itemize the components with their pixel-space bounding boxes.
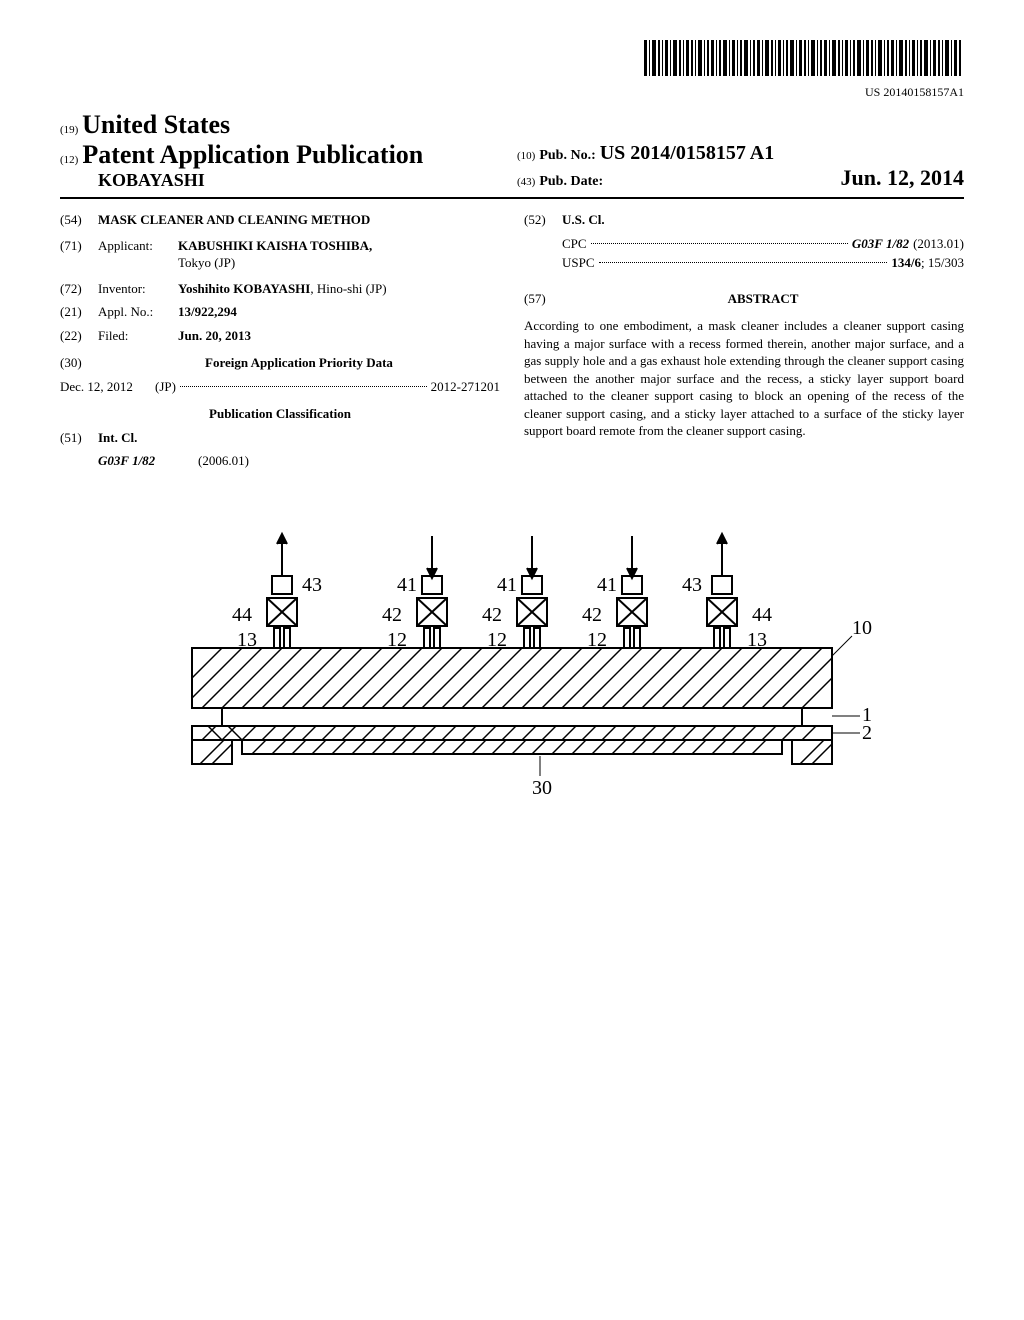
inventor-code: (72) xyxy=(60,280,98,298)
pub-class-heading: Publication Classification xyxy=(60,405,500,423)
inventor-label: Inventor: xyxy=(98,280,178,298)
filed-label: Filed: xyxy=(98,327,178,345)
fig-label: 44 xyxy=(752,604,772,626)
fig-label: 42 xyxy=(382,604,402,626)
invention-title: MASK CLEANER AND CLEANING METHOD xyxy=(98,211,370,229)
pub-date: Jun. 12, 2014 xyxy=(841,165,964,191)
filed-code: (22) xyxy=(60,327,98,345)
intcl-code: (51) xyxy=(60,429,98,447)
publication-type: Patent Application Publication xyxy=(82,140,423,169)
foreign-country: (JP) xyxy=(155,378,176,396)
dotted-line xyxy=(599,262,888,263)
appl-label: Appl. No.: xyxy=(98,303,178,321)
pub-no: US 2014/0158157 A1 xyxy=(600,142,774,164)
fig-label: 12 xyxy=(587,629,607,651)
barcode-icon xyxy=(644,40,964,76)
fig-label: 10 xyxy=(852,617,872,639)
uscl-code: (52) xyxy=(524,211,562,229)
fig-label: 30 xyxy=(532,777,552,799)
dotted-line xyxy=(591,243,848,244)
foreign-no: 2012-271201 xyxy=(431,378,500,396)
header-row: (19) United States (12) Patent Applicati… xyxy=(60,110,964,199)
fig-label: 42 xyxy=(482,604,502,626)
fig-label: 43 xyxy=(302,574,322,596)
appl-no: 13/922,294 xyxy=(178,303,500,321)
applicant-location: Tokyo (JP) xyxy=(178,255,235,270)
uspc-label: USPC xyxy=(562,254,595,272)
fig-label: 43 xyxy=(682,574,702,596)
uspc-value: 134/6 xyxy=(891,254,921,272)
inventor-location: , Hino-shi (JP) xyxy=(310,281,386,296)
intcl-label: Int. Cl. xyxy=(98,429,137,447)
applicant-name: KABUSHIKI KAISHA TOSHIBA, xyxy=(178,238,372,253)
uscl-label: U.S. Cl. xyxy=(562,211,605,229)
barcode-number: US 20140158157A1 xyxy=(60,85,964,100)
foreign-date: Dec. 12, 2012 xyxy=(60,378,155,396)
left-column: (54) MASK CLEANER AND CLEANING METHOD (7… xyxy=(60,211,500,476)
cpc-year: (2013.01) xyxy=(913,235,964,253)
uspc-extra: ; 15/303 xyxy=(921,254,964,272)
abstract-text: According to one embodiment, a mask clea… xyxy=(524,317,964,440)
fig-label: 12 xyxy=(487,629,507,651)
pub-no-label: Pub. No.: xyxy=(539,148,595,163)
fig-label: 42 xyxy=(582,604,602,626)
appl-code: (21) xyxy=(60,303,98,321)
right-column: (52) U.S. Cl. CPC G03F 1/82 (2013.01) US… xyxy=(524,211,964,476)
fig-label: 20 xyxy=(862,722,872,744)
abstract-label: ABSTRACT xyxy=(562,290,964,308)
fig-label: 44 xyxy=(232,604,252,626)
content-columns: (54) MASK CLEANER AND CLEANING METHOD (7… xyxy=(60,211,964,476)
intcl-class: G03F 1/82 xyxy=(98,452,198,470)
fig-label: 13 xyxy=(237,629,257,651)
cpc-label: CPC xyxy=(562,235,587,253)
foreign-heading: Foreign Application Priority Data xyxy=(98,354,500,372)
patent-figure: 43 41 41 41 43 44 42 42 42 44 13 12 12 1… xyxy=(152,516,872,836)
intcl-year: (2006.01) xyxy=(198,452,249,470)
country-name: United States xyxy=(82,110,230,139)
inventor-name: Yoshihito KOBAYASHI xyxy=(178,281,310,296)
applicant-label: Applicant: xyxy=(98,237,178,272)
filed-date: Jun. 20, 2013 xyxy=(178,327,500,345)
fig-label: 12 xyxy=(387,629,407,651)
fig-label: 13 xyxy=(747,629,767,651)
pub-date-label: Pub. Date: xyxy=(539,174,603,190)
code-12: (12) xyxy=(60,154,78,166)
barcode-area xyxy=(60,40,964,81)
foreign-code: (30) xyxy=(60,354,98,372)
applicant-code: (71) xyxy=(60,237,98,272)
author-name: KOBAYASHI xyxy=(60,170,507,191)
figure-area: 43 41 41 41 43 44 42 42 42 44 13 12 12 1… xyxy=(60,516,964,841)
fig-label: 41 xyxy=(597,574,617,596)
code-10: (10) xyxy=(517,150,535,162)
code-43: (43) xyxy=(517,176,535,188)
dotted-line xyxy=(180,386,427,387)
abstract-code: (57) xyxy=(524,290,562,308)
code-19: (19) xyxy=(60,124,78,136)
cpc-value: G03F 1/82 xyxy=(852,235,909,253)
fig-label: 41 xyxy=(497,574,517,596)
fig-label: 41 xyxy=(397,574,417,596)
title-code: (54) xyxy=(60,211,98,229)
